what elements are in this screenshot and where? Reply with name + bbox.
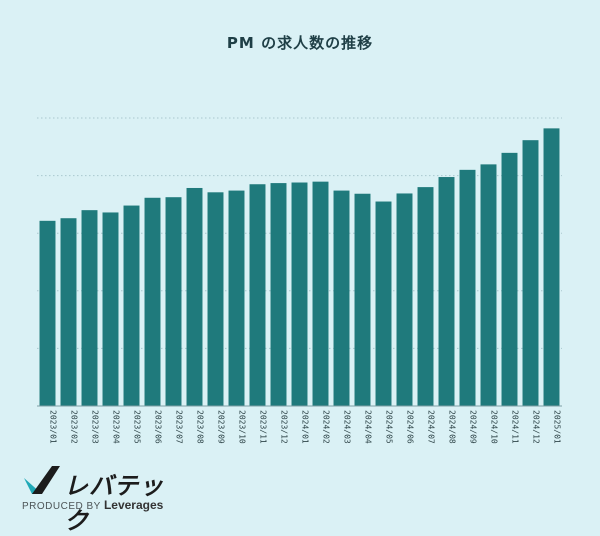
levtech-logo: レバテック PRODUCED BY Leverages (22, 462, 182, 535)
bar-2024-04 (354, 193, 371, 406)
bar-2023-08 (186, 187, 203, 406)
tagline-brand: Leverages (103, 498, 164, 512)
x-tick-label: 2023/07 (175, 410, 184, 444)
bar-2024-11 (501, 152, 518, 406)
x-tick-label: 2024/11 (511, 410, 520, 444)
bar-2024-07 (417, 187, 434, 406)
bar-2023-09 (207, 192, 224, 406)
x-tick-label: 2024/02 (322, 410, 331, 444)
x-tick-label: 2023/10 (238, 410, 247, 444)
checkmark-logo-icon (24, 466, 60, 494)
bar-2023-04 (102, 212, 119, 406)
bar-2025-01 (543, 128, 560, 406)
bar-2024-05 (375, 201, 392, 406)
bar-2024-10 (480, 164, 497, 406)
bar-2024-09 (459, 169, 476, 406)
bar-2023-10 (228, 190, 245, 406)
bar-2024-12 (522, 140, 539, 406)
bar-2023-06 (144, 197, 161, 406)
bar-2023-03 (81, 210, 98, 406)
bar-2023-12 (270, 183, 287, 406)
produced-by-tagline: PRODUCED BY Leverages (22, 498, 163, 512)
x-tick-label: 2024/07 (427, 410, 436, 444)
x-tick-label: 2024/04 (364, 410, 373, 444)
bar-2024-03 (333, 190, 350, 406)
x-tick-label: 2024/09 (469, 410, 478, 444)
x-tick-label: 2023/06 (154, 410, 163, 444)
x-tick-label: 2023/11 (259, 410, 268, 444)
x-tick-label: 2024/12 (532, 410, 541, 444)
bar-2024-02 (312, 181, 329, 406)
x-tick-label: 2023/04 (112, 410, 121, 444)
x-tick-label: 2024/05 (385, 410, 394, 444)
x-tick-label: 2023/05 (133, 410, 142, 444)
bar-chart: 2023/01 2023/02 2023/03 2023/04 2023/05 2023/… (37, 117, 562, 444)
x-tick-label: 2023/12 (280, 410, 289, 444)
x-tick-label: 2023/09 (217, 410, 226, 444)
x-tick-label: 2024/01 (301, 410, 310, 444)
bar-2023-11 (249, 184, 266, 406)
bar-2024-06 (396, 193, 413, 406)
bar-2023-01 (39, 220, 56, 406)
bar-2024-08 (438, 177, 455, 406)
bar-2023-07 (165, 197, 182, 406)
x-tick-label: 2024/10 (490, 410, 499, 444)
bar-2024-01 (291, 182, 308, 406)
x-tick-label: 2023/03 (91, 410, 100, 444)
chart-title: PM の求人数の推移 (226, 34, 374, 52)
tagline-prefix: PRODUCED BY (22, 501, 101, 512)
x-tick-label: 2024/08 (448, 410, 457, 444)
bar-2023-05 (123, 205, 140, 406)
x-tick-label: 2024/03 (343, 410, 352, 444)
x-tick-label: 2023/01 (49, 410, 58, 444)
x-tick-label: 2023/02 (70, 410, 79, 444)
x-tick-label: 2025/01 (553, 410, 562, 444)
x-tick-label: 2023/08 (196, 410, 205, 444)
x-tick-label: 2024/06 (406, 410, 415, 444)
bar-2023-02 (60, 218, 77, 406)
